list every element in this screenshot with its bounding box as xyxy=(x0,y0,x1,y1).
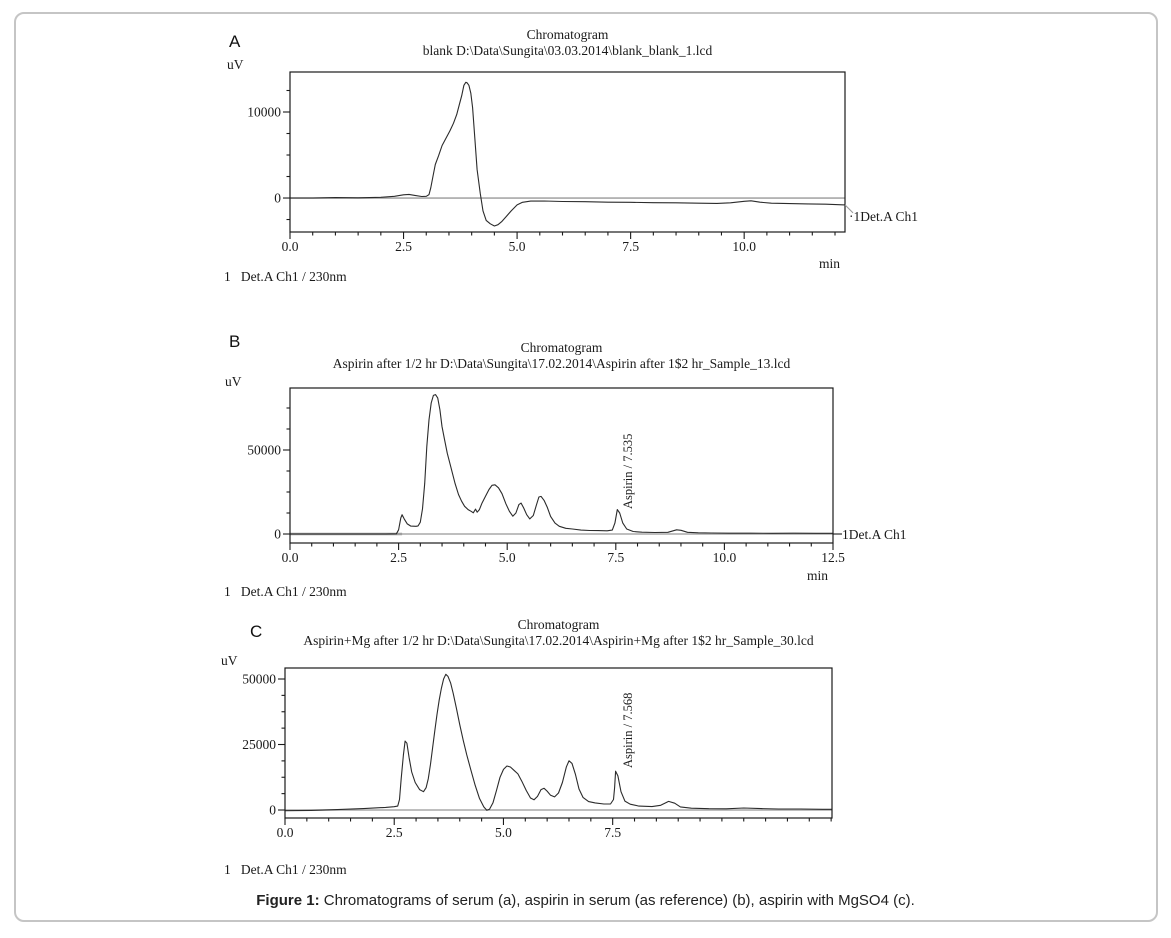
svg-text:0: 0 xyxy=(269,803,276,818)
chart-b-titles: Chromatogram Aspirin after 1/2 hr D:\Dat… xyxy=(290,340,833,372)
svg-text:10000: 10000 xyxy=(247,105,281,120)
svg-text:7.5: 7.5 xyxy=(607,550,624,565)
svg-text:0.0: 0.0 xyxy=(282,239,299,254)
chart-b-title: Chromatogram xyxy=(520,340,603,355)
svg-text:5.0: 5.0 xyxy=(495,825,512,840)
svg-text:2.5: 2.5 xyxy=(395,239,412,254)
svg-text:25000: 25000 xyxy=(242,737,276,752)
chart-a-subtitle: blank D:\Data\Sungita\03.03.2014\blank_b… xyxy=(422,43,713,58)
chart-b-subtitle: Aspirin after 1/2 hr D:\Data\Sungita\17.… xyxy=(332,356,791,371)
svg-text:12.5: 12.5 xyxy=(821,550,845,565)
chromatogram-plot-b: 0.0 2.5 5.0 7.5 10.0 12.5 0 50000 xyxy=(247,387,845,565)
svg-text:7.5: 7.5 xyxy=(604,825,621,840)
chart-a-title: Chromatogram xyxy=(526,27,609,42)
svg-text:0.0: 0.0 xyxy=(282,550,299,565)
svg-text:0: 0 xyxy=(274,191,281,206)
panel-letter-c: C xyxy=(250,622,263,641)
svg-text:50000: 50000 xyxy=(242,672,276,687)
svg-text:0.0: 0.0 xyxy=(277,825,294,840)
svg-text:5.0: 5.0 xyxy=(509,239,526,254)
svg-text:10.0: 10.0 xyxy=(713,550,737,565)
chart-a-detector-label: ·1Det.A Ch1 xyxy=(849,209,918,224)
chart-c-title: Chromatogram xyxy=(517,617,600,632)
svg-text:7.5: 7.5 xyxy=(622,239,639,254)
chart-c-yunit: uV xyxy=(221,653,238,668)
svg-text:2.5: 2.5 xyxy=(386,825,403,840)
panel-letter-a: A xyxy=(229,32,241,51)
chart-b-yunit: uV xyxy=(225,374,242,389)
chart-b-xunit: min xyxy=(807,568,829,583)
figure-caption-label: Figure 1: xyxy=(256,892,320,909)
svg-text:10.0: 10.0 xyxy=(732,239,756,254)
chromatogram-plot-c: 0.0 2.5 5.0 7.5 0 25000 50000 xyxy=(242,667,833,840)
chromatogram-plot-a: 0.0 2.5 5.0 7.5 10.0 0 10000 xyxy=(247,71,854,254)
svg-text:5.0: 5.0 xyxy=(499,550,516,565)
panel-letter-b: B xyxy=(229,332,241,351)
trace xyxy=(290,81,845,227)
chart-c-subtitle: Aspirin+Mg after 1/2 hr D:\Data\Sungita\… xyxy=(303,633,814,648)
figure-card-border xyxy=(14,12,1158,922)
chart-b-peak-label: Aspirin / 7.535 xyxy=(621,433,635,509)
svg-text:2.5: 2.5 xyxy=(390,550,407,565)
svg-text:50000: 50000 xyxy=(247,442,281,457)
chart-c-peak-label: Aspirin / 7.568 xyxy=(621,692,635,768)
svg-text:0: 0 xyxy=(274,527,281,542)
chart-c-titles: Chromatogram Aspirin+Mg after 1/2 hr D:\… xyxy=(285,617,832,649)
trace xyxy=(285,673,832,812)
figure-caption: Figure 1: Chromatograms of serum (a), as… xyxy=(0,892,1171,909)
chart-a-xunit: min xyxy=(819,256,841,271)
trace xyxy=(290,394,833,535)
chart-a-yunit: uV xyxy=(227,57,244,72)
figure-caption-text: Chromatograms of serum (a), aspirin in s… xyxy=(319,892,915,909)
chart-a-channel-label: 1 Det.A Ch1 / 230nm xyxy=(224,269,347,284)
chart-b-channel-label: 1 Det.A Ch1 / 230nm xyxy=(224,584,347,599)
chart-c-channel-label: 1 Det.A Ch1 / 230nm xyxy=(224,862,347,877)
chart-b-detector-label: 1Det.A Ch1 xyxy=(842,527,907,542)
chart-a-titles: Chromatogram blank D:\Data\Sungita\03.03… xyxy=(290,27,845,59)
